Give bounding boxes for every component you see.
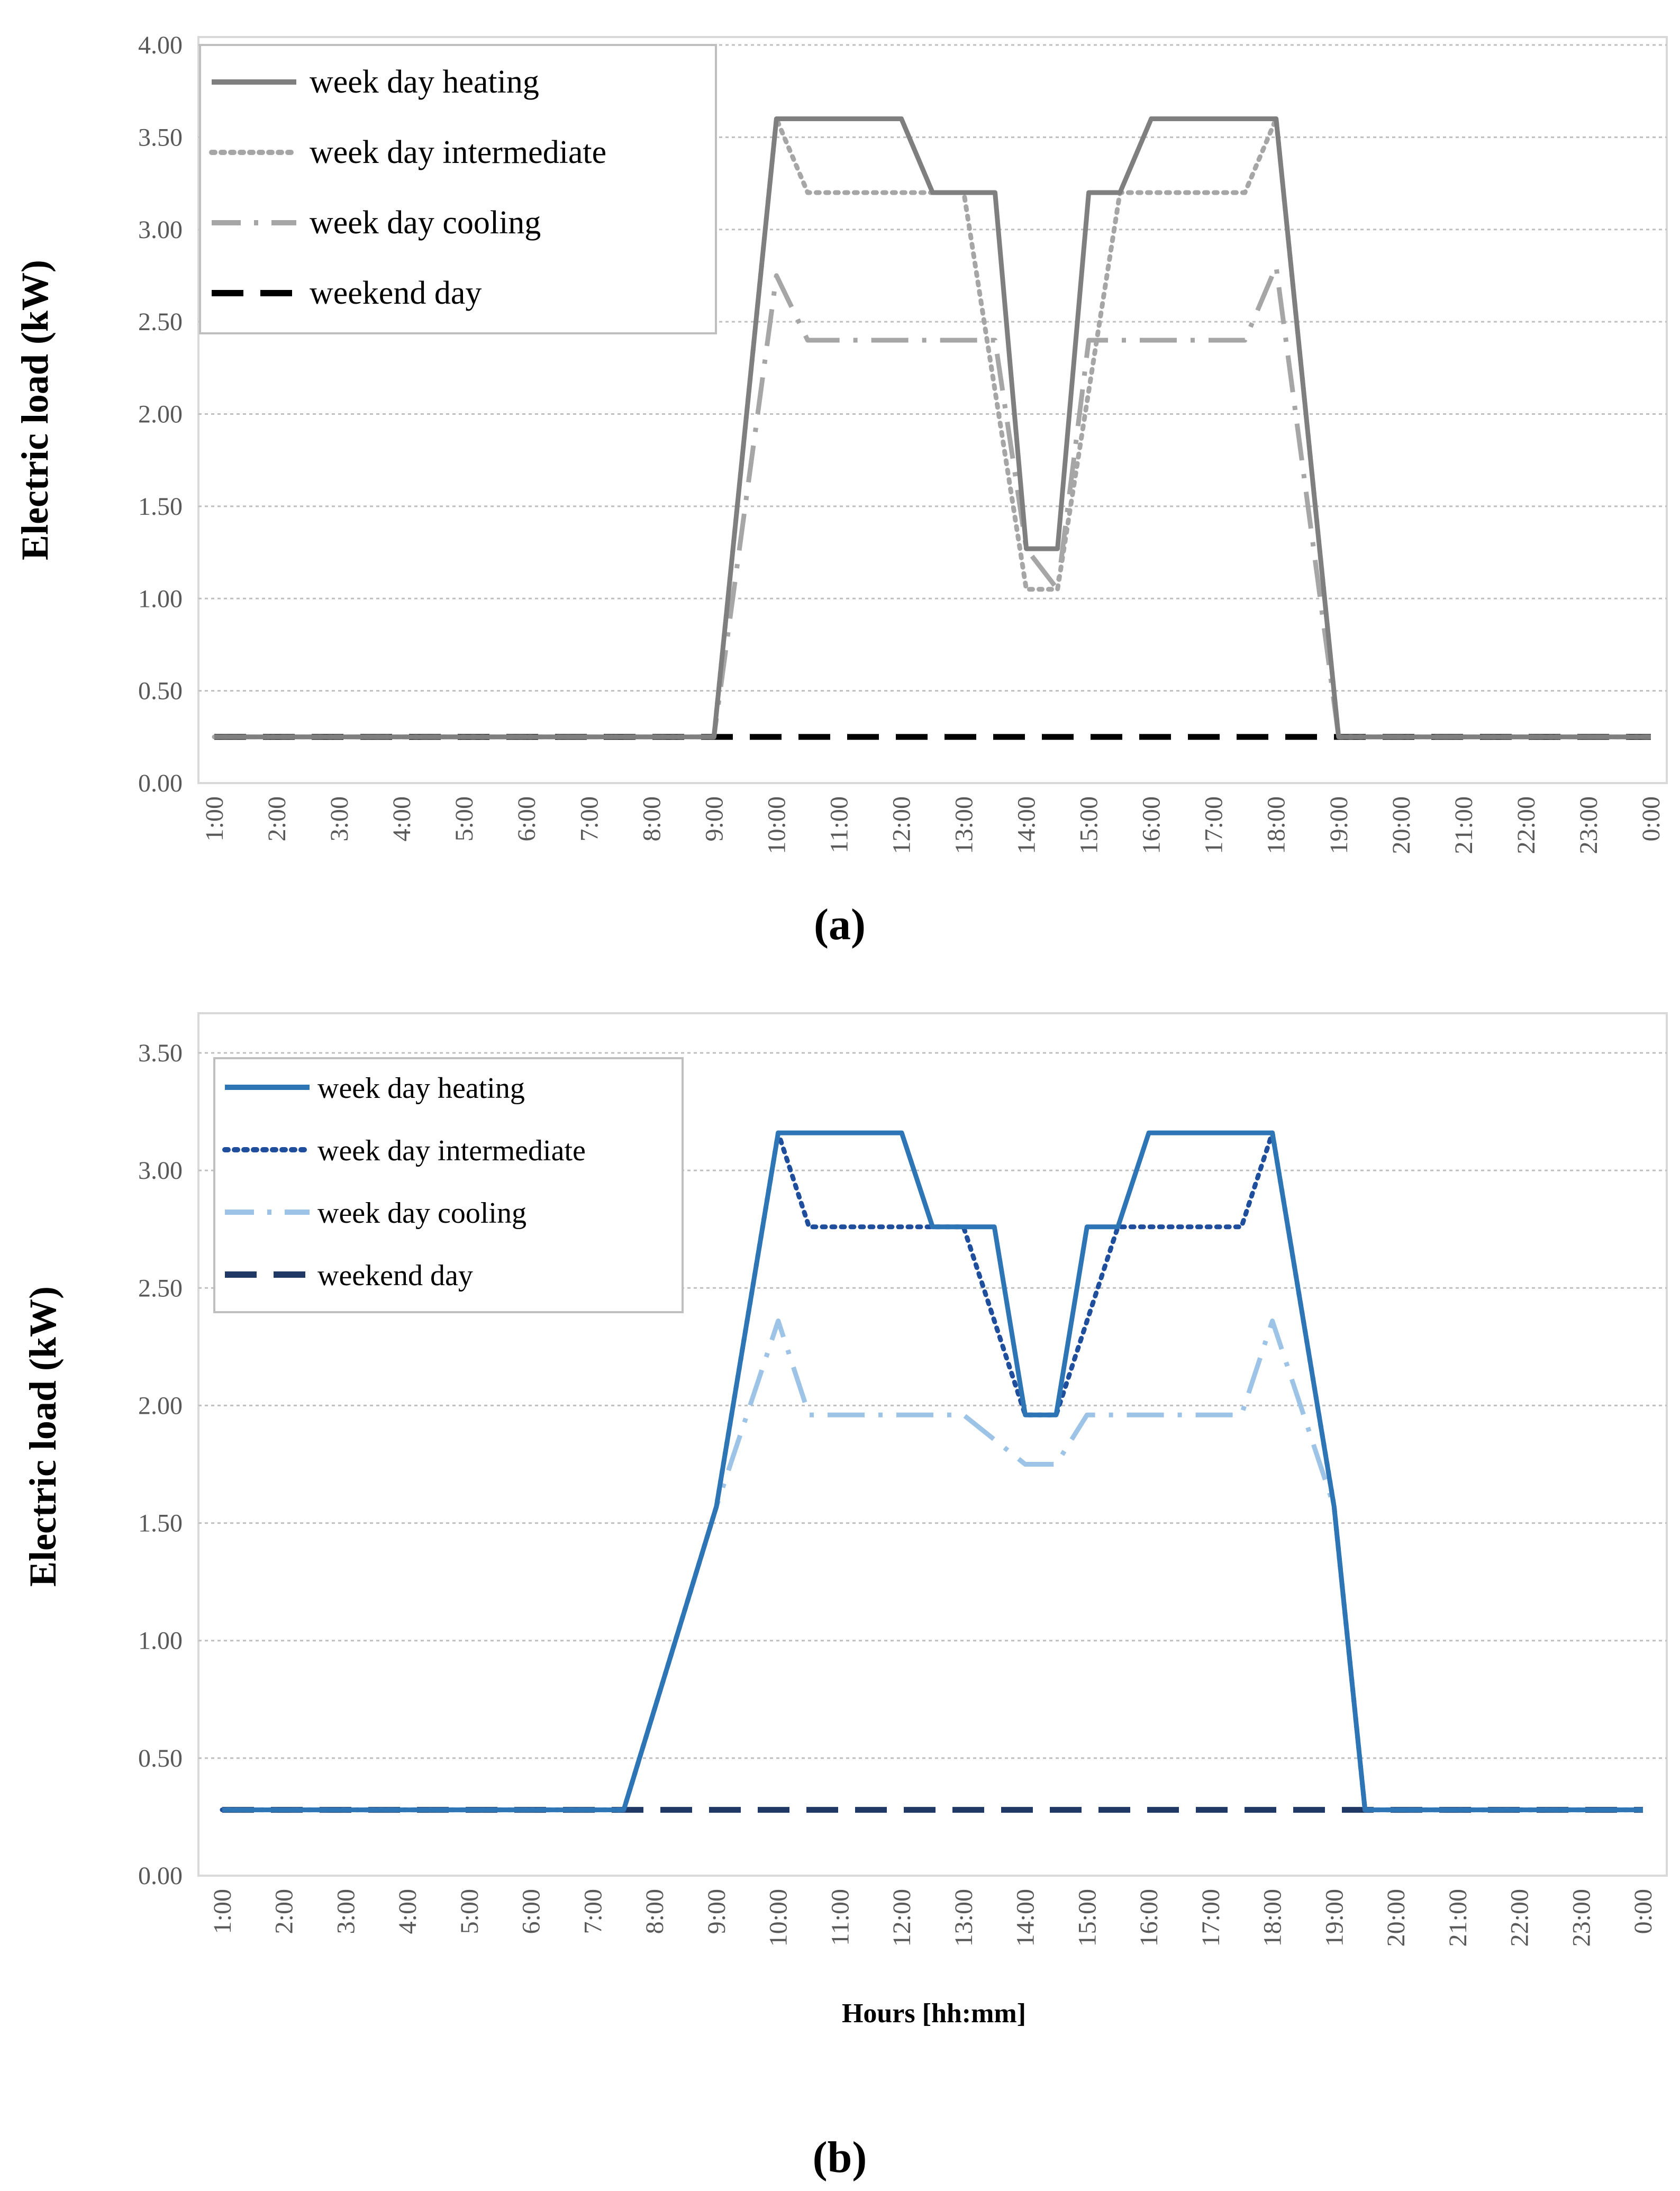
x-tick-label: 1:00 — [208, 1889, 237, 1934]
x-tick-label: 12:00 — [887, 796, 915, 854]
series-line-week-day-cooling — [222, 1319, 1643, 1813]
chart-a-legend-box — [199, 44, 717, 334]
x-tick-label: 21:00 — [1444, 1889, 1472, 1947]
y-tick-label: 3.50 — [138, 1039, 183, 1067]
chart-b-x-axis-label: Hours [hh:mm] — [842, 1998, 1026, 2029]
chart-b-y-ticks: 0.00 0.50 1.00 1.50 2.00 2.50 3.00 3.50 — [138, 1039, 183, 1890]
y-tick-label: 0.00 — [138, 1862, 183, 1890]
x-tick-label: 0:00 — [1629, 1889, 1657, 1934]
x-tick-label: 6:00 — [517, 1889, 546, 1934]
series-line-week-day-heating — [222, 1130, 1643, 1813]
chart-a-x-ticks: 1:00 2:00 3:00 4:00 5:00 6:00 7:00 8:00 9:00 10:0… — [201, 796, 1665, 854]
x-tick-label: 10:00 — [762, 796, 791, 854]
x-tick-label: 16:00 — [1135, 1889, 1163, 1947]
x-tick-label: 2:00 — [263, 796, 291, 841]
y-tick-label: 3.00 — [138, 216, 183, 244]
x-tick-label: 10:00 — [765, 1889, 793, 1947]
y-tick-label: 1.00 — [138, 1627, 183, 1655]
chart-a-panel-label: (a) — [814, 900, 866, 949]
x-tick-label: 1:00 — [201, 796, 229, 841]
y-tick-label: 0.50 — [138, 1744, 183, 1772]
y-tick-label: 2.00 — [138, 1392, 183, 1420]
y-tick-label: 0.50 — [138, 677, 183, 705]
x-tick-label: 19:00 — [1320, 1889, 1348, 1947]
x-tick-label: 14:00 — [1012, 1889, 1040, 1947]
legend-label: week day heating — [317, 1072, 525, 1105]
x-tick-label: 20:00 — [1387, 796, 1415, 854]
x-tick-label: 17:00 — [1197, 1889, 1225, 1947]
x-tick-label: 8:00 — [638, 796, 666, 841]
chart-a-y-axis-label: Electric load (kW) — [14, 260, 56, 560]
x-tick-label: 13:00 — [950, 1889, 978, 1947]
chart-b-legend: week day heating week day intermediate wee… — [213, 1057, 684, 1313]
legend-label: week day intermediate — [317, 1134, 586, 1167]
y-tick-label: 4.00 — [138, 31, 183, 59]
x-tick-label: 9:00 — [703, 1889, 731, 1934]
y-tick-label: 0.00 — [138, 769, 183, 797]
x-tick-label: 3:00 — [325, 796, 353, 841]
x-tick-label: 7:00 — [575, 796, 603, 841]
x-tick-label: 11:00 — [825, 796, 853, 853]
x-tick-label: 19:00 — [1325, 796, 1353, 854]
x-tick-label: 22:00 — [1512, 796, 1540, 854]
series-line-week-day-cooling — [214, 264, 1651, 740]
y-tick-label: 2.50 — [138, 1274, 183, 1302]
y-tick-label: 1.00 — [138, 585, 183, 613]
x-tick-label: 0:00 — [1637, 796, 1665, 841]
x-tick-label: 2:00 — [270, 1889, 298, 1934]
x-tick-label: 14:00 — [1013, 796, 1041, 854]
legend-label: week day cooling — [310, 205, 541, 241]
chart-b-x-ticks: 1:00 2:00 3:00 4:00 5:00 6:00 7:00 8:00 9:00 10:0… — [208, 1889, 1657, 1947]
x-tick-label: 11:00 — [826, 1889, 854, 1946]
x-tick-label: 21:00 — [1450, 796, 1478, 854]
chart-a-series — [212, 116, 1654, 740]
x-tick-label: 5:00 — [450, 796, 478, 841]
chart-b-y-axis-label: Electric load (kW) — [22, 1286, 64, 1587]
legend-label: week day intermediate — [310, 134, 606, 170]
x-tick-label: 15:00 — [1073, 1889, 1101, 1947]
chart-a-legend: week day heating week day intermediate wee… — [199, 44, 717, 334]
legend-label: week day heating — [310, 64, 539, 100]
y-tick-label: 3.50 — [138, 123, 183, 151]
x-tick-label: 20:00 — [1382, 1889, 1410, 1947]
chart-a-y-ticks: 0.00 0.50 1.00 1.50 2.00 2.50 3.00 3.50 4.00 — [138, 31, 183, 797]
x-tick-label: 4:00 — [394, 1889, 422, 1934]
x-tick-label: 4:00 — [388, 796, 416, 841]
legend-label: weekend day — [317, 1259, 473, 1292]
x-tick-label: 17:00 — [1200, 796, 1228, 854]
y-tick-label: 2.00 — [138, 401, 183, 429]
x-tick-label: 5:00 — [456, 1889, 484, 1934]
x-tick-label: 3:00 — [332, 1889, 360, 1934]
x-tick-label: 23:00 — [1567, 1889, 1595, 1947]
x-tick-label: 18:00 — [1263, 796, 1291, 854]
x-tick-label: 8:00 — [641, 1889, 669, 1934]
chart-b-series — [220, 1130, 1646, 1813]
legend-label: week day cooling — [317, 1197, 526, 1230]
y-tick-label: 1.50 — [138, 493, 183, 521]
x-tick-label: 15:00 — [1075, 796, 1103, 854]
x-tick-label: 23:00 — [1575, 796, 1603, 854]
x-tick-label: 6:00 — [513, 796, 541, 841]
legend-label: weekend day — [310, 275, 482, 311]
x-tick-label: 13:00 — [950, 796, 978, 854]
y-tick-label: 1.50 — [138, 1510, 183, 1538]
x-tick-label: 12:00 — [888, 1889, 916, 1947]
chart-b-panel-label: (b) — [813, 2133, 867, 2182]
chart-panel-b: 0.00 0.50 1.00 1.50 2.00 2.50 3.00 3.50 1:00 2:0… — [22, 1012, 1668, 2182]
series-line-week-day-heating — [214, 116, 1651, 740]
x-tick-label: 18:00 — [1259, 1889, 1287, 1947]
y-tick-label: 2.50 — [138, 308, 183, 336]
chart-panel-a: 0.00 0.50 1.00 1.50 2.00 2.50 3.00 3.50 4.00 1:0… — [14, 31, 1668, 949]
chart-b-legend-box — [213, 1057, 684, 1313]
x-tick-label: 22:00 — [1506, 1889, 1534, 1947]
y-tick-label: 3.00 — [138, 1157, 183, 1185]
x-tick-label: 9:00 — [700, 796, 728, 841]
x-tick-label: 7:00 — [579, 1889, 607, 1934]
x-tick-label: 16:00 — [1138, 796, 1166, 854]
